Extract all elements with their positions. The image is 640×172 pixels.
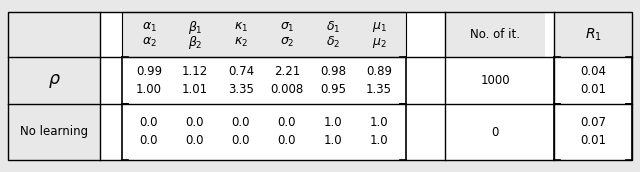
Bar <box>445 12 545 57</box>
Text: 0.04: 0.04 <box>580 65 606 78</box>
Text: $\sigma_1$: $\sigma_1$ <box>280 21 294 34</box>
Text: 0.0: 0.0 <box>278 135 296 148</box>
Bar <box>8 12 632 160</box>
Text: 0.98: 0.98 <box>320 65 346 78</box>
Text: 1.0: 1.0 <box>324 135 342 148</box>
Text: $R_1$: $R_1$ <box>584 26 602 43</box>
Text: $\mu_1$: $\mu_1$ <box>372 20 387 35</box>
Text: 0: 0 <box>492 126 499 138</box>
Text: 1.00: 1.00 <box>136 83 162 96</box>
Bar <box>122 12 406 57</box>
Text: 0.0: 0.0 <box>186 116 204 130</box>
Text: 0.008: 0.008 <box>270 83 303 96</box>
Text: $\alpha_1$: $\alpha_1$ <box>141 21 157 34</box>
Text: 0.0: 0.0 <box>140 135 158 148</box>
Bar <box>554 12 632 57</box>
Text: $\beta_2$: $\beta_2$ <box>188 34 202 51</box>
Bar <box>8 12 100 160</box>
Text: $\alpha_2$: $\alpha_2$ <box>141 36 156 49</box>
Text: 0.0: 0.0 <box>232 116 250 130</box>
Text: $\kappa_1$: $\kappa_1$ <box>234 21 248 34</box>
Bar <box>445 57 545 160</box>
Text: 1.01: 1.01 <box>182 83 208 96</box>
Bar <box>122 57 406 160</box>
Bar <box>554 57 632 160</box>
Text: 1.35: 1.35 <box>366 83 392 96</box>
Text: 0.95: 0.95 <box>320 83 346 96</box>
Text: 1.0: 1.0 <box>370 116 388 130</box>
Text: $\rho$: $\rho$ <box>47 72 60 89</box>
Text: No. of it.: No. of it. <box>470 28 520 41</box>
Text: $\mu_2$: $\mu_2$ <box>372 35 387 50</box>
Text: 2.21: 2.21 <box>274 65 300 78</box>
Bar <box>8 12 632 160</box>
Text: 0.0: 0.0 <box>278 116 296 130</box>
Text: $\delta_1$: $\delta_1$ <box>326 20 340 35</box>
Text: 0.0: 0.0 <box>232 135 250 148</box>
Text: 0.74: 0.74 <box>228 65 254 78</box>
Text: 3.35: 3.35 <box>228 83 254 96</box>
Text: $\beta_1$: $\beta_1$ <box>188 19 202 36</box>
Text: $\delta_2$: $\delta_2$ <box>326 35 340 50</box>
Text: $\kappa_2$: $\kappa_2$ <box>234 36 248 49</box>
Bar <box>122 12 406 57</box>
Text: 1000: 1000 <box>480 74 510 87</box>
Text: No learning: No learning <box>20 126 88 138</box>
Text: 0.99: 0.99 <box>136 65 162 78</box>
Text: 1.12: 1.12 <box>182 65 208 78</box>
Text: 0.0: 0.0 <box>186 135 204 148</box>
Text: 0.0: 0.0 <box>140 116 158 130</box>
Text: 0.89: 0.89 <box>366 65 392 78</box>
Text: 0.01: 0.01 <box>580 135 606 148</box>
Text: 0.01: 0.01 <box>580 83 606 96</box>
Text: $\sigma_2$: $\sigma_2$ <box>280 36 294 49</box>
Text: 1.0: 1.0 <box>370 135 388 148</box>
Text: 0.07: 0.07 <box>580 116 606 130</box>
Text: 1.0: 1.0 <box>324 116 342 130</box>
